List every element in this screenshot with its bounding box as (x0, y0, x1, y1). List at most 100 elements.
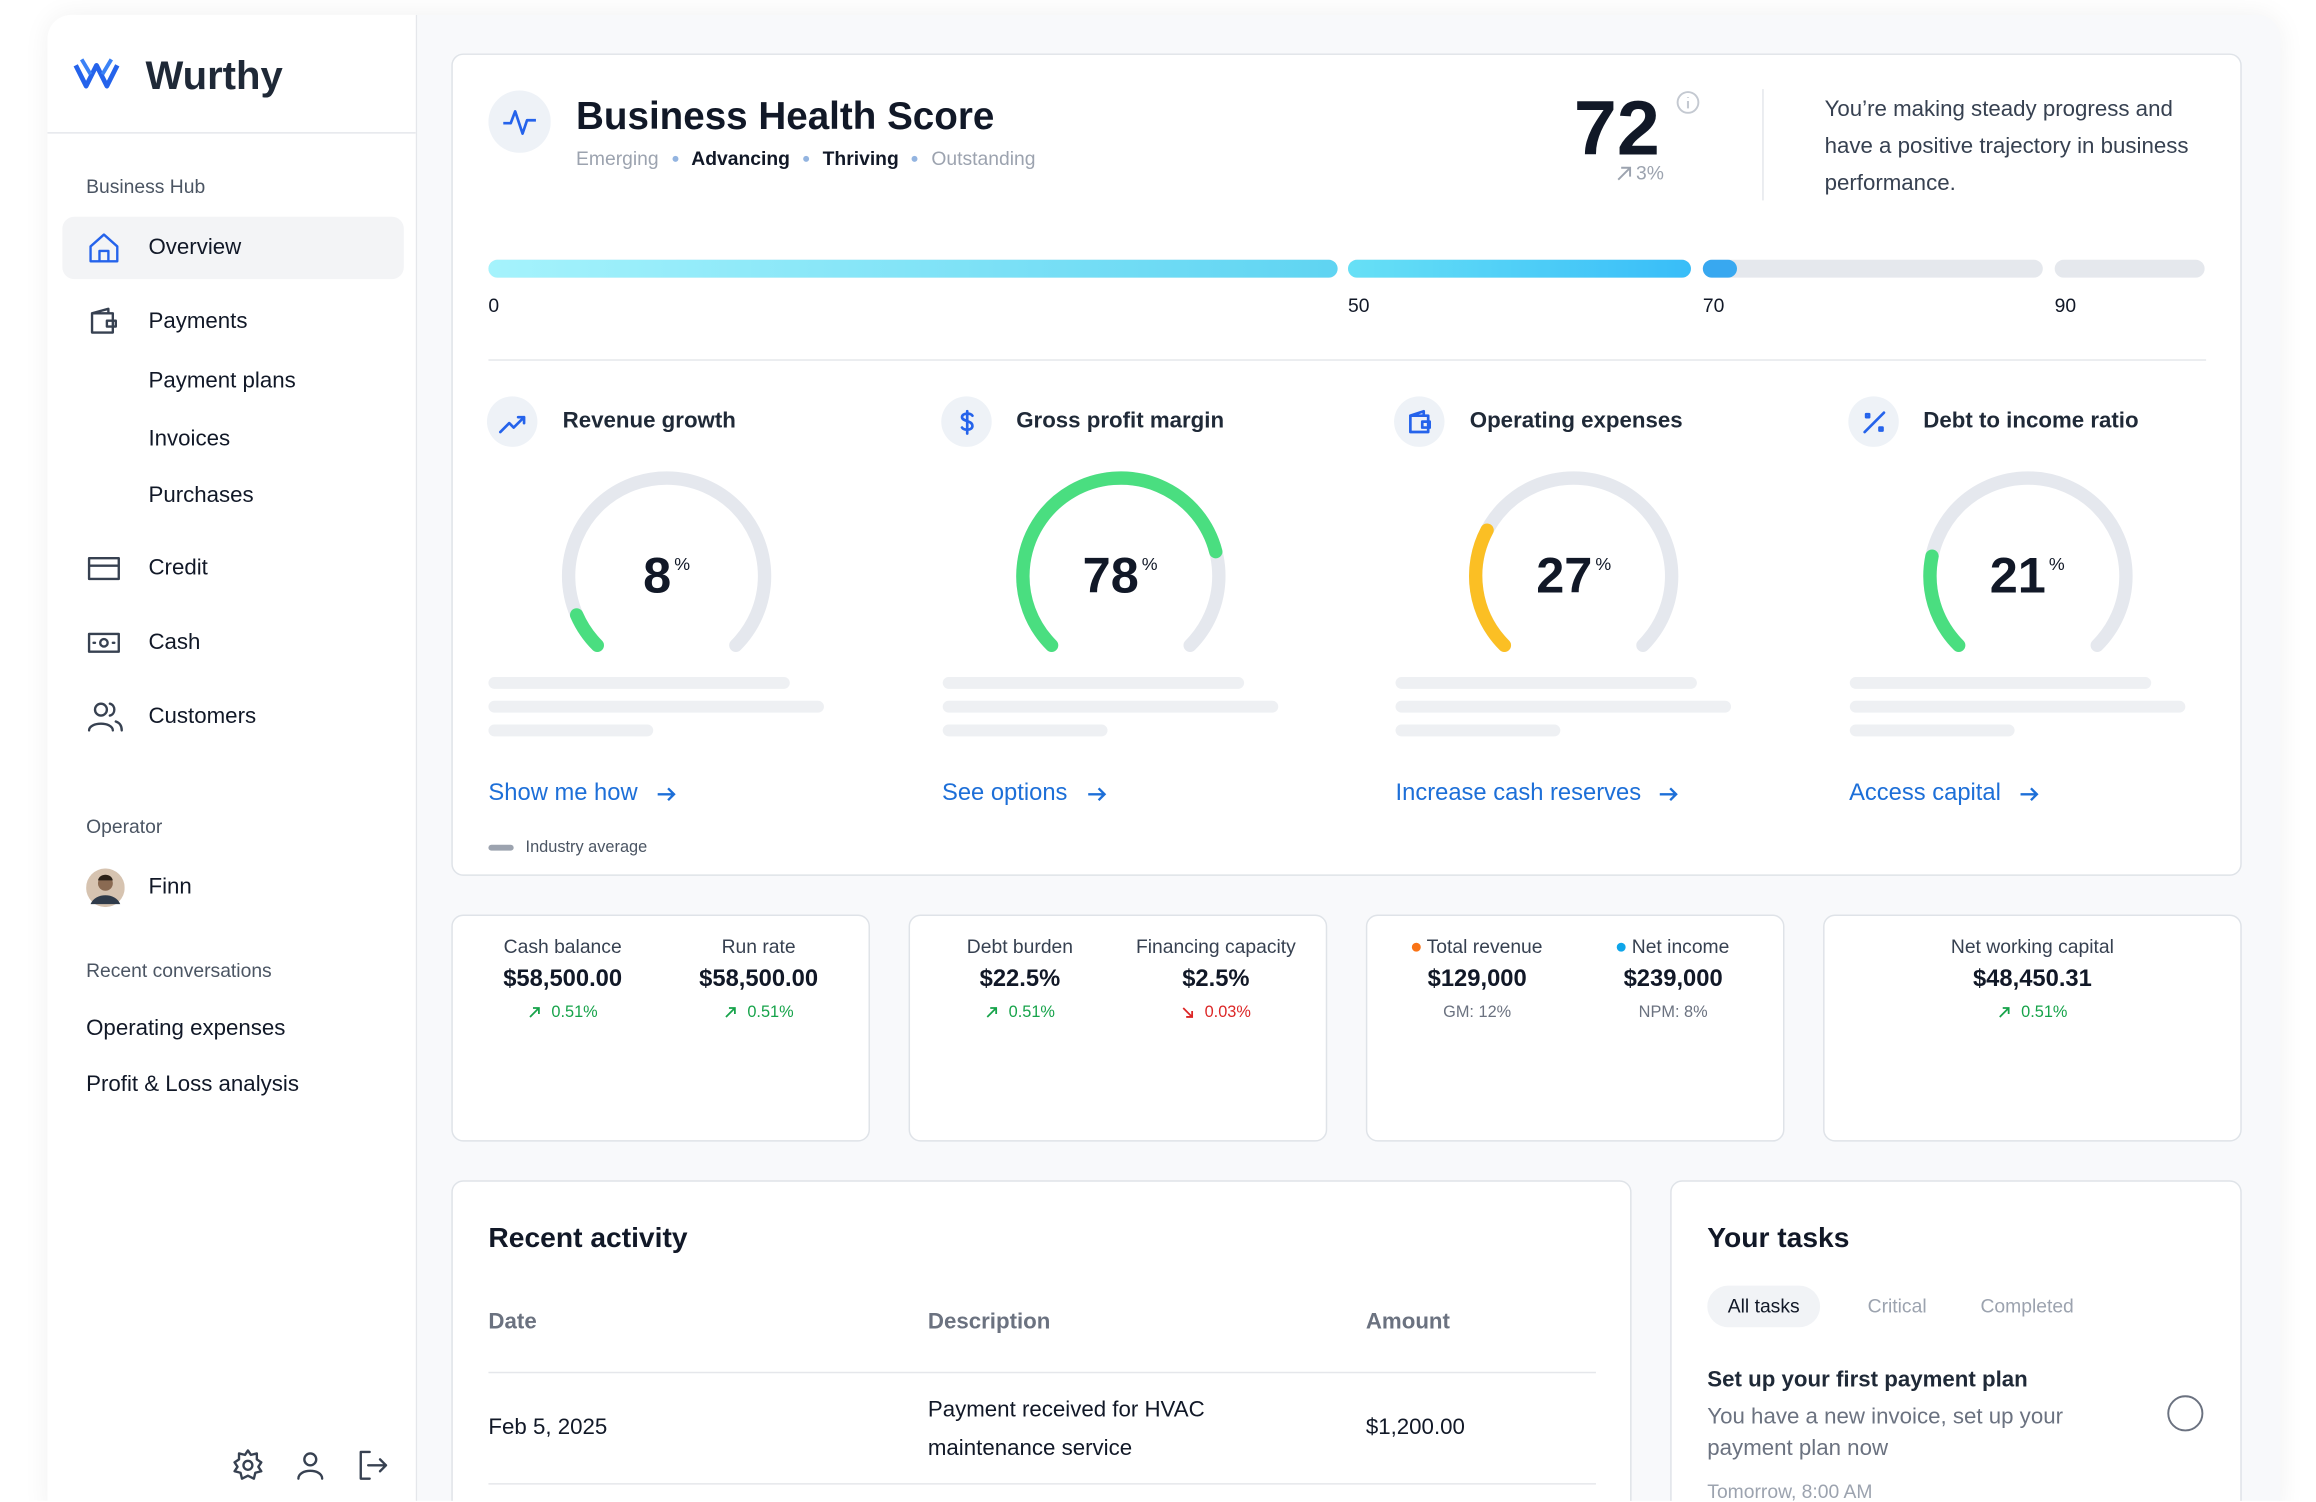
logo (73, 58, 120, 89)
icon-wallet (90, 307, 117, 334)
gauge-value-text: 21 (1989, 547, 2046, 605)
cell: Feb 5, 2025 (488, 1414, 608, 1441)
brand: Wurthy (145, 53, 283, 98)
nav-active (62, 216, 404, 280)
nav-item[interactable]: Invoices (148, 426, 231, 452)
change-arrow (529, 1007, 541, 1018)
kpi-change-row: GM: 12% (1358, 1001, 1596, 1025)
metric-link[interactable]: Increase cash reserves (1395, 780, 1642, 807)
kpi-label: Debt burden (966, 935, 1074, 958)
nav-item[interactable]: Customers (148, 703, 257, 729)
divider (47, 132, 416, 134)
icon-profile[interactable] (292, 1447, 328, 1483)
health-icon (488, 90, 551, 153)
bar-track (1702, 259, 2043, 278)
kpi-label-row: Financing capacity (1097, 932, 1335, 962)
conversation[interactable]: Profit & Loss analysis (86, 1071, 300, 1098)
kpi-label: Total revenue (1426, 935, 1543, 958)
metric-link[interactable]: See options (941, 780, 1068, 807)
bar-fill (1702, 259, 1737, 278)
arrow-shape (657, 787, 676, 802)
kpi-label: Run rate (721, 935, 796, 958)
level: Advancing (691, 146, 790, 170)
skeleton-line (1395, 724, 1561, 737)
kpi-change: 0.51% (551, 1003, 598, 1022)
up-arrow (1617, 166, 1632, 181)
conversation[interactable]: Operating expenses (86, 1015, 286, 1041)
icon-home (89, 233, 119, 263)
skeleton-line (941, 676, 1244, 689)
icon-logout[interactable] (355, 1447, 391, 1483)
kpi-label-row: Debt burden (901, 932, 1139, 962)
nav-item[interactable]: Payment plans (148, 368, 296, 394)
column-header: Date (488, 1309, 537, 1335)
divider (488, 359, 2207, 361)
level-dot (912, 155, 919, 162)
nav-item[interactable]: Payments (148, 308, 248, 335)
cell: Payment received for HVAC maintenance se… (927, 1397, 1205, 1461)
change-arrow (1999, 1007, 2011, 1018)
tab-active (1707, 1285, 1821, 1328)
tasks-title: Your tasks (1707, 1223, 1850, 1255)
kpi-label-row: Cash balance (444, 932, 682, 962)
gauge-track (561, 471, 772, 652)
icon-bg (486, 396, 538, 447)
level: Outstanding (931, 146, 1036, 170)
icon-shape (1862, 411, 1885, 434)
nav-item[interactable]: Overview (148, 234, 242, 260)
nav-item[interactable]: Credit (148, 555, 208, 581)
kpi-value: $48,450.31 (1972, 966, 2092, 992)
legend-label: Industry average (525, 838, 648, 857)
kpi-label: Net income (1631, 935, 1730, 958)
arrow-shape (987, 1007, 998, 1018)
health-message: You’re making steady progress and have a… (1824, 96, 2189, 196)
column-header: Description (927, 1309, 1051, 1335)
metric-icon (486, 396, 538, 447)
kpi-sub: NPM: 8% (1638, 1003, 1708, 1022)
gauge-unit: % (674, 553, 691, 575)
kpi-dot (1411, 942, 1421, 952)
nav-item[interactable]: Cash (148, 629, 201, 655)
task-checkbox[interactable] (2166, 1394, 2205, 1433)
info-icon[interactable] (1676, 91, 1700, 115)
gauge-unit: % (2048, 553, 2065, 575)
kpi-change-row: 0.51% (901, 1001, 1139, 1025)
scale-label: 50 (1348, 293, 1370, 317)
scale-label: 70 (1702, 293, 1725, 317)
tab[interactable]: Completed (1980, 1294, 2074, 1317)
arrow-shape (1087, 787, 1106, 802)
kpi-value: $22.5% (979, 966, 1061, 992)
nav-item[interactable]: Purchases (148, 482, 254, 508)
kpi-label: Financing capacity (1135, 935, 1296, 958)
kpi-sub: GM: 12% (1443, 1003, 1512, 1022)
level-dot (671, 155, 678, 162)
skeleton-line (1849, 700, 2185, 713)
cell: $1,200.00 (1365, 1414, 1465, 1441)
gauge-readout: 8% (548, 546, 786, 605)
activity-title: Recent activity (488, 1223, 688, 1255)
icon-settings[interactable] (230, 1447, 266, 1483)
section-title: Business Hub (86, 175, 206, 198)
gauge (561, 471, 772, 652)
gauge-value (1922, 549, 1965, 652)
skeleton-line (488, 676, 790, 689)
metric-link[interactable]: Show me how (488, 780, 638, 807)
kpi-value: $239,000 (1623, 966, 1723, 992)
kpi-change-row: 0.03% (1097, 1001, 1335, 1025)
gauge-value-text: 8 (643, 547, 672, 605)
kpi-change-row: 0.51% (640, 1001, 878, 1025)
kpi-label-row: Net working capital (1914, 932, 2152, 962)
kpi-value: $58,500.00 (503, 966, 623, 992)
health-title: Business Health Score (576, 93, 995, 139)
icon-shape (1409, 409, 1432, 434)
divider (488, 1483, 1596, 1485)
operator-name[interactable]: Finn (148, 874, 192, 900)
tab[interactable]: Critical (1867, 1294, 1927, 1317)
link-arrow (2019, 787, 2038, 802)
metric-link[interactable]: Access capital (1849, 780, 2001, 807)
divider (488, 1371, 1596, 1374)
kpi-card (1365, 914, 1785, 1142)
metric-icon (1394, 396, 1445, 447)
scale-label: 90 (2054, 293, 2077, 317)
tab[interactable]: All tasks (1727, 1294, 1800, 1317)
